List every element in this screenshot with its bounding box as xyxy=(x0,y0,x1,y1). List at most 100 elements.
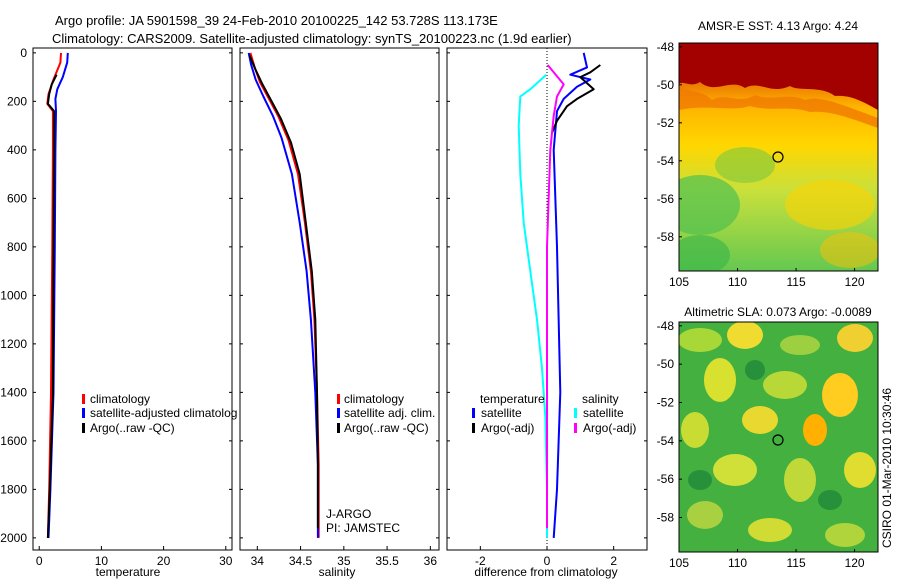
sst-map-image xyxy=(679,43,878,271)
float-program-label: J-ARGO xyxy=(326,507,371,521)
map-lat-tick: -50 xyxy=(657,78,675,92)
salinity-axes xyxy=(239,47,440,551)
map-lon-tick: 105 xyxy=(669,556,689,570)
depth-tick-label: 1600 xyxy=(0,434,27,448)
map-lon-tick: 110 xyxy=(728,556,747,570)
depth-tick-label: 1400 xyxy=(0,385,27,399)
series-sal-satellite xyxy=(517,73,548,538)
map-lat-tick: -48 xyxy=(657,40,675,54)
sla-map-image xyxy=(679,322,878,552)
map-lat-tick: -52 xyxy=(657,116,675,130)
depth-tick-label: 1200 xyxy=(0,337,27,351)
legend-swatch-argo xyxy=(82,423,85,433)
sla-map-title: Altimetric SLA: 0.073 Argo: -0.0089 xyxy=(684,305,872,319)
legend-swatch-climatology xyxy=(337,394,340,404)
x-tick-label: 34.5 xyxy=(289,554,313,568)
map-lat-tick: -54 xyxy=(657,434,675,448)
map-lon-tick: 115 xyxy=(786,275,805,289)
map-lat-tick: -48 xyxy=(657,319,675,333)
salinity-legend: climatology satellite adj. clim. Argo(..… xyxy=(337,392,435,435)
legend-heading-salinity: salinity xyxy=(582,392,619,406)
map-lon-tick: 120 xyxy=(845,556,865,570)
series-temp-satellite xyxy=(552,52,592,538)
x-tick-label: 36 xyxy=(424,554,438,568)
legend-label-temp-satellite: satellite xyxy=(481,406,522,420)
map-lon-tick: 105 xyxy=(669,275,689,289)
temperature-legend: climatology satellite-adjusted climatolo… xyxy=(82,392,237,435)
series-sal-argo xyxy=(546,64,565,529)
legend-label-climatology: climatology xyxy=(90,392,150,406)
legend-label-climatology: climatology xyxy=(344,392,404,406)
depth-tick-label: 1800 xyxy=(0,482,27,496)
depth-tick-label: 200 xyxy=(7,94,27,108)
temperature-axes xyxy=(32,47,233,551)
map-lat-tick: -54 xyxy=(657,154,675,168)
legend-swatch-argo xyxy=(337,423,340,433)
series-argo xyxy=(46,74,58,538)
depth-tick-label: 600 xyxy=(7,191,27,205)
x-tick-label: 10 xyxy=(95,554,109,568)
series-satellite-adjusted xyxy=(247,52,319,538)
legend-swatch-temp-satellite xyxy=(472,408,475,418)
x-tick-label: 0 xyxy=(36,554,43,568)
salinity-plot: 34 34.5 35 35.5 36 xyxy=(247,52,438,568)
legend-swatch-climatology xyxy=(82,394,85,404)
x-tick-label: 2 xyxy=(610,554,617,568)
depth-tick-label: 400 xyxy=(7,143,27,157)
x-tick-label: 35.5 xyxy=(375,554,399,568)
x-tick-label: 0 xyxy=(544,554,551,568)
depth-tick-label: 1000 xyxy=(0,288,27,302)
map-lat-tick: -58 xyxy=(657,230,675,244)
sla-map-frame xyxy=(678,321,879,553)
legend-label-sal-argo: Argo(-adj) xyxy=(583,421,636,435)
temperature-xlabel: temperature xyxy=(96,565,161,579)
legend-swatch-sal-argo xyxy=(574,423,577,433)
legend-heading-temperature: temperature xyxy=(480,392,545,406)
sla-float-marker xyxy=(772,434,784,446)
legend-label-argo: Argo(..raw -QC) xyxy=(90,421,175,435)
float-pi-label: PI: JAMSTEC xyxy=(326,521,400,535)
map-lon-tick: 120 xyxy=(845,275,865,289)
figure-title-line2: Climatology: CARS2009. Satellite-adjuste… xyxy=(52,31,572,46)
sst-map-title: AMSR-E SST: 4.13 Argo: 4.24 xyxy=(698,19,858,33)
map-lat-tick: -58 xyxy=(657,511,675,525)
depth-tick-label: 2000 xyxy=(0,531,27,545)
legend-swatch-satellite xyxy=(82,408,85,418)
depth-tick-label: 0 xyxy=(20,46,27,60)
legend-swatch-sal-satellite xyxy=(574,408,577,418)
difference-xlabel: difference from climatology xyxy=(474,565,617,579)
depth-tick-label: 800 xyxy=(7,240,27,254)
legend-swatch-temp-argo xyxy=(472,423,475,433)
map-lon-tick: 110 xyxy=(728,275,747,289)
legend-label-temp-argo: Argo(-adj) xyxy=(481,421,534,435)
temperature-plot: 0 10 20 30 xyxy=(36,52,233,568)
x-tick-label: 30 xyxy=(219,554,233,568)
series-argo xyxy=(248,54,319,529)
x-tick-label: 20 xyxy=(157,554,171,568)
legend-label-sal-satellite: satellite xyxy=(583,406,624,420)
legend-label-argo: Argo(..raw -QC) xyxy=(344,421,429,435)
sla-map-ticks: -48 -50 -52 -54 -56 -58 105 110 115 120 xyxy=(657,319,865,570)
sst-map-frame xyxy=(678,42,879,272)
map-lat-tick: -50 xyxy=(657,357,675,371)
salinity-xlabel: salinity xyxy=(319,565,356,579)
legend-label-satellite: satellite-adjusted climatolog xyxy=(90,406,237,420)
figure-title-line1: Argo profile: JA 5901598_39 24-Feb-2010 … xyxy=(55,13,498,28)
series-temp-argo xyxy=(551,64,601,134)
map-lon-tick: 115 xyxy=(786,556,805,570)
map-lat-tick: -52 xyxy=(657,396,675,410)
sst-float-marker xyxy=(772,151,784,163)
x-tick-label: -2 xyxy=(475,554,486,568)
legend-swatch-satellite xyxy=(337,408,340,418)
map-lat-tick: -56 xyxy=(657,472,675,486)
depth-axis-ticks: 0 200 400 600 800 1000 1200 1400 1600 1800 2000 xyxy=(0,46,647,545)
difference-plot: -2 0 2 xyxy=(475,48,617,568)
credit-timestamp: CSIRO 01-Mar-2010 10:30:46 xyxy=(880,388,894,548)
map-lat-tick: -56 xyxy=(657,192,675,206)
sst-map-ticks: -48 -50 -52 -54 -56 -58 105 110 115 120 xyxy=(657,40,865,289)
x-tick-label: 34 xyxy=(251,554,265,568)
x-tick-label: 35 xyxy=(337,554,351,568)
difference-legend: temperature salinity satellite Argo(-adj… xyxy=(472,392,636,435)
legend-label-satellite: satellite adj. clim. xyxy=(344,406,435,420)
